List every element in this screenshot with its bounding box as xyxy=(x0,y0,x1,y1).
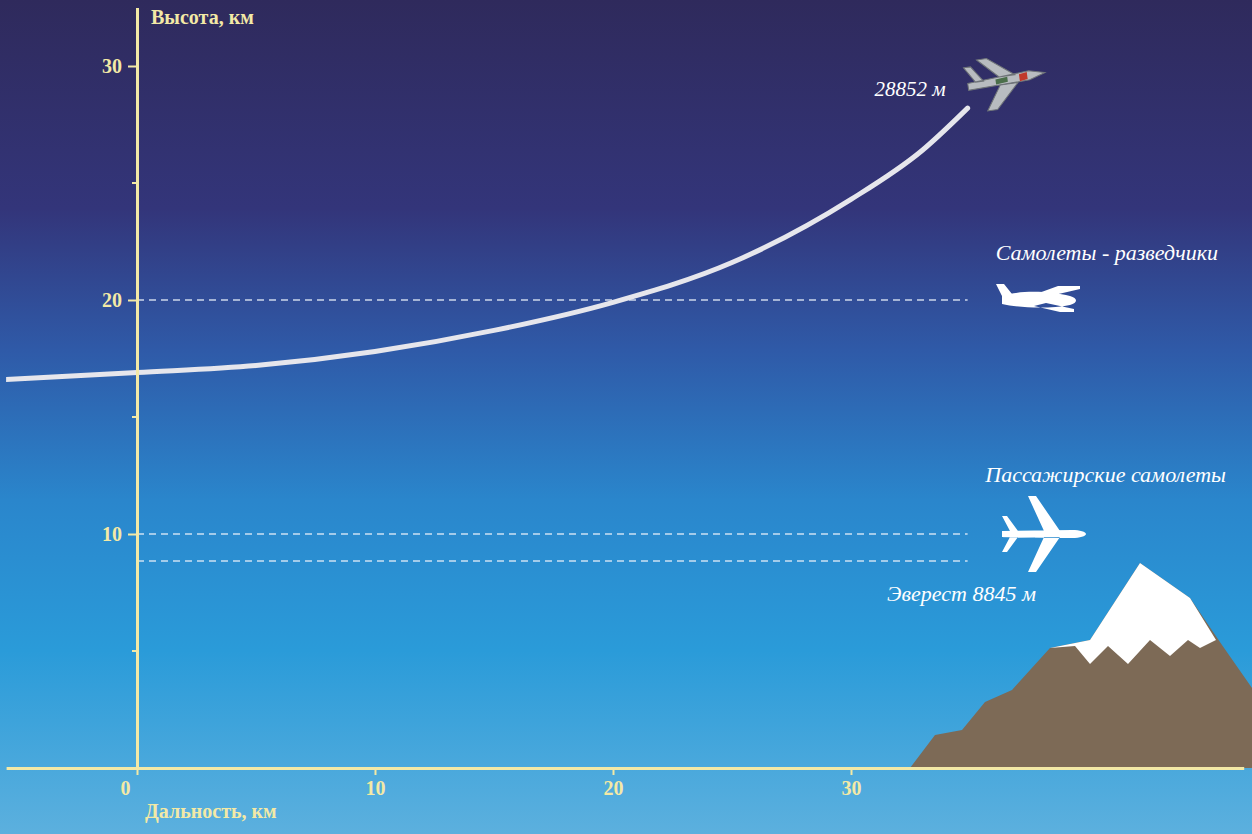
reference-label: Самолеты - разведчики xyxy=(996,240,1218,265)
y-tick: 20 xyxy=(102,289,137,311)
x-axis-title: Дальность, км xyxy=(145,800,277,823)
x-tick-label: 30 xyxy=(842,777,862,799)
y-minor-ticks xyxy=(132,183,137,651)
jet-detail xyxy=(1019,72,1028,81)
x-tick: 0 xyxy=(121,768,138,799)
plot-area xyxy=(6,108,968,379)
x-tick-label: 20 xyxy=(604,777,624,799)
x-tick: 10 xyxy=(366,768,386,799)
x-tick-mark xyxy=(613,768,615,775)
x-tick: 20 xyxy=(604,768,624,799)
reference-label: Пассажирские самолеты xyxy=(984,462,1226,487)
y-tick-mark xyxy=(128,66,137,68)
y-tick: 10 xyxy=(102,523,137,545)
background xyxy=(0,0,1252,834)
passenger-plane xyxy=(1002,496,1086,572)
x-tick: 30 xyxy=(842,768,862,799)
reference-line xyxy=(137,533,968,535)
x-axis: 0 10 20 30 xyxy=(7,768,1245,799)
x-tick-mark xyxy=(375,768,377,775)
reference-line xyxy=(137,560,968,562)
reference-line xyxy=(137,299,968,301)
reference-lines xyxy=(137,300,968,561)
y-axis-line xyxy=(136,8,139,769)
mountain-snow xyxy=(1050,563,1216,664)
x-tick-mark xyxy=(137,768,139,775)
y-tick-label: 20 xyxy=(102,289,122,311)
recon-plane-icon xyxy=(996,284,1080,312)
y-tick-mark xyxy=(128,300,137,302)
y-tick-label: 30 xyxy=(102,55,122,77)
x-tick-label: 0 xyxy=(121,777,131,799)
x-tick-mark xyxy=(851,768,853,775)
x-tick-label: 10 xyxy=(366,777,386,799)
jet-detail xyxy=(995,77,1008,85)
x-axis-line xyxy=(7,767,1245,770)
flight-curve xyxy=(6,108,968,379)
reference-label: Эверест 8845 м xyxy=(887,581,1036,606)
y-tick-label: 10 xyxy=(102,523,122,545)
y-axis: 10 20 30 xyxy=(102,8,138,769)
recon-plane xyxy=(996,284,1080,312)
y-tick: 30 xyxy=(102,55,137,77)
annotation: 28852 м xyxy=(874,77,945,101)
chart-root: 0 10 20 30 10 20 30 Высота, км Дальность, км 2885… xyxy=(0,0,1252,834)
y-minor-tick xyxy=(132,416,137,418)
jet xyxy=(963,51,1049,114)
y-tick-mark xyxy=(128,534,137,536)
y-minor-tick xyxy=(132,650,137,652)
y-minor-tick xyxy=(132,182,137,184)
y-axis-title: Высота, км xyxy=(151,6,254,28)
passenger-plane-icon xyxy=(1002,496,1086,572)
jet-icon xyxy=(963,51,1049,114)
